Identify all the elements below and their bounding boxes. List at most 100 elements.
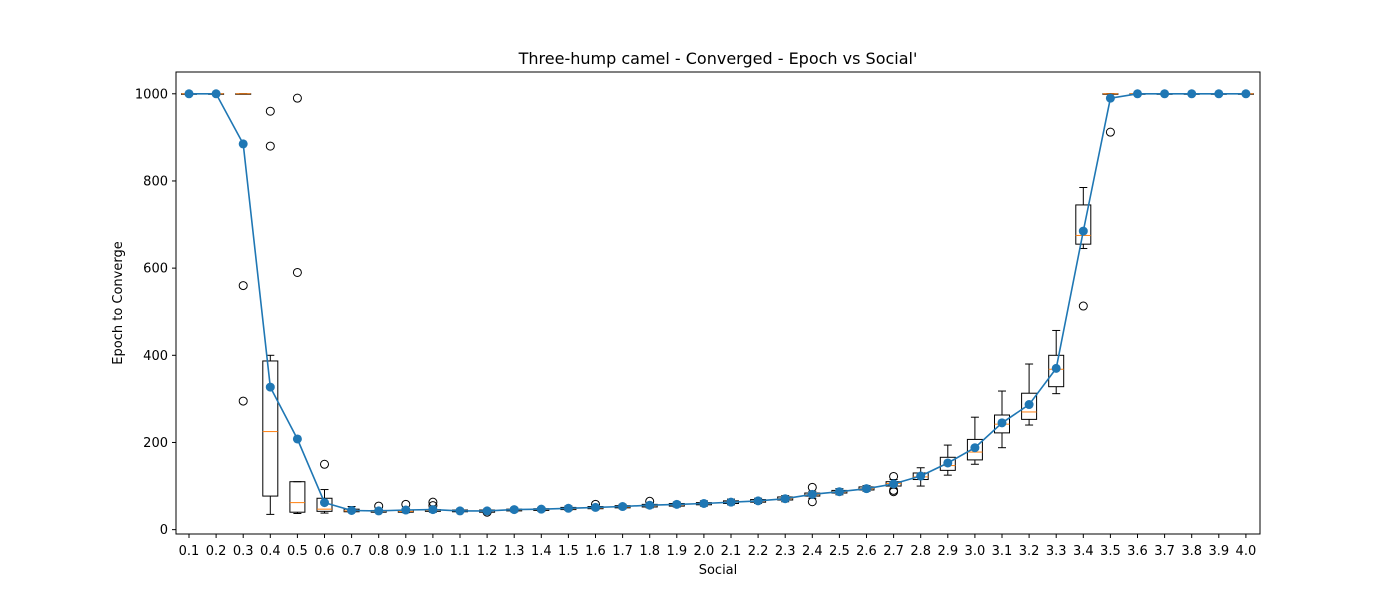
box-3.4 [1075, 187, 1092, 311]
box-0.4 [262, 106, 279, 515]
mean-point-0.6 [320, 498, 329, 508]
x-tick-label: 3.8 [1181, 544, 1202, 559]
box-3.3 [1048, 329, 1065, 395]
mean-point-3.4 [1078, 226, 1088, 236]
y-tick-label: 200 [143, 436, 168, 451]
x-tick-label: 0.9 [395, 544, 416, 559]
mean-point-3.1 [997, 418, 1007, 428]
mean-point-3.3 [1051, 363, 1061, 373]
y-axis-label: Epoch to Converge [111, 241, 126, 364]
outlier-point [1078, 301, 1088, 311]
mean-point-0.3 [238, 139, 248, 149]
mean-line-layer [184, 89, 1251, 516]
x-tick-label: 0.7 [341, 544, 362, 559]
y-tick-label: 0 [160, 523, 168, 538]
mean-point-3.5 [1105, 93, 1115, 103]
mean-point-1.9 [672, 499, 682, 509]
x-tick-label: 2.8 [910, 544, 931, 559]
mean-point-1.8 [645, 500, 655, 510]
y-axis-ticks: 0 200 400 600 800 1000 [135, 87, 176, 538]
x-tick-label: 3.3 [1046, 544, 1067, 559]
mean-point-0.5 [292, 434, 302, 444]
x-tick-label: 1.7 [612, 544, 633, 559]
x-tick-label: 0.2 [206, 544, 227, 559]
mean-point-2.9 [943, 458, 953, 468]
x-tick-label: 4.0 [1236, 544, 1257, 559]
mean-point-2.3 [780, 494, 790, 504]
box-iqr [262, 360, 279, 497]
x-tick-label: 1.6 [585, 544, 606, 559]
outlier-point [238, 281, 248, 291]
mean-point-2.4 [807, 489, 817, 499]
mean-point-1.6 [591, 502, 600, 512]
outlier-point [320, 459, 329, 469]
x-tick-label: 1.5 [558, 544, 579, 559]
x-tick-label: 2.0 [694, 544, 715, 559]
box-iqr [1048, 354, 1065, 388]
x-tick-label: 3.2 [1019, 544, 1040, 559]
boxes-layer [181, 93, 1254, 517]
outlier-point [807, 497, 817, 507]
x-tick-label: 3.9 [1208, 544, 1229, 559]
chart-title: Three-hump camel - Converged - Epoch vs … [518, 49, 918, 68]
outlier-point [292, 93, 302, 103]
mean-point-3.9 [1214, 89, 1224, 99]
x-tick-label: 3.7 [1154, 544, 1175, 559]
x-tick-label: 1.2 [477, 544, 498, 559]
mean-point-1.1 [455, 506, 465, 516]
mean-point-1.2 [482, 506, 492, 516]
mean-point-2.0 [699, 498, 709, 508]
mean-point-2.8 [916, 471, 926, 481]
box-iqr [939, 456, 956, 471]
x-tick-label: 3.1 [992, 544, 1013, 559]
mean-point-3.2 [1024, 400, 1034, 410]
x-axis-ticks: 0.1 0.2 0.3 0.4 0.5 0.6 0.7 0.8 0.9 1.0 1.1 1.2 1.3 1… [179, 534, 1257, 559]
x-axis-label: Social [699, 563, 738, 578]
box-iqr [1021, 392, 1038, 420]
x-tick-label: 0.1 [179, 544, 200, 559]
mean-point-0.8 [374, 506, 384, 516]
plot-area [175, 71, 1261, 535]
mean-point-2.6 [862, 484, 871, 494]
box-iqr [966, 438, 983, 461]
mean-point-4.0 [1241, 89, 1251, 99]
mean-point-1.5 [563, 503, 573, 513]
x-tick-label: 2.1 [721, 544, 742, 559]
mean-point-0.1 [184, 89, 194, 99]
x-tick-label: 1.1 [450, 544, 471, 559]
mean-point-1.3 [509, 505, 519, 515]
x-tick-label: 2.7 [883, 544, 904, 559]
x-tick-label: 2.4 [802, 544, 823, 559]
box-0.5 [289, 93, 306, 515]
x-tick-label: 1.4 [531, 544, 552, 559]
x-tick-label: 1.9 [666, 544, 687, 559]
y-tick-label: 1000 [135, 87, 168, 102]
mean-point-2.7 [889, 479, 899, 489]
x-tick-label: 0.4 [260, 544, 281, 559]
box-0.3 [235, 93, 252, 406]
x-tick-label: 3.6 [1127, 544, 1148, 559]
x-tick-label: 2.3 [775, 544, 796, 559]
x-tick-label: 2.5 [829, 544, 850, 559]
box-3.0 [966, 416, 983, 465]
x-tick-label: 0.3 [233, 544, 254, 559]
box-3.1 [994, 390, 1010, 449]
x-tick-label: 3.0 [965, 544, 986, 559]
y-tick-label: 600 [143, 262, 168, 277]
x-tick-label: 0.8 [368, 544, 389, 559]
mean-point-3.7 [1160, 89, 1170, 99]
mean-point-1.7 [618, 502, 628, 512]
mean-point-2.1 [726, 497, 736, 507]
outlier-point [238, 396, 248, 406]
mean-point-3.8 [1187, 89, 1197, 99]
mean-point-0.2 [211, 89, 221, 99]
box-iqr [1075, 204, 1092, 245]
mean-point-2.2 [753, 496, 763, 506]
outlier-point [265, 141, 275, 151]
x-tick-label: 1.8 [639, 544, 660, 559]
x-tick-label: 3.4 [1073, 544, 1094, 559]
outlier-point [1105, 127, 1115, 137]
y-tick-label: 400 [143, 349, 168, 364]
y-tick-label: 800 [143, 174, 168, 189]
x-tick-label: 2.6 [856, 544, 877, 559]
